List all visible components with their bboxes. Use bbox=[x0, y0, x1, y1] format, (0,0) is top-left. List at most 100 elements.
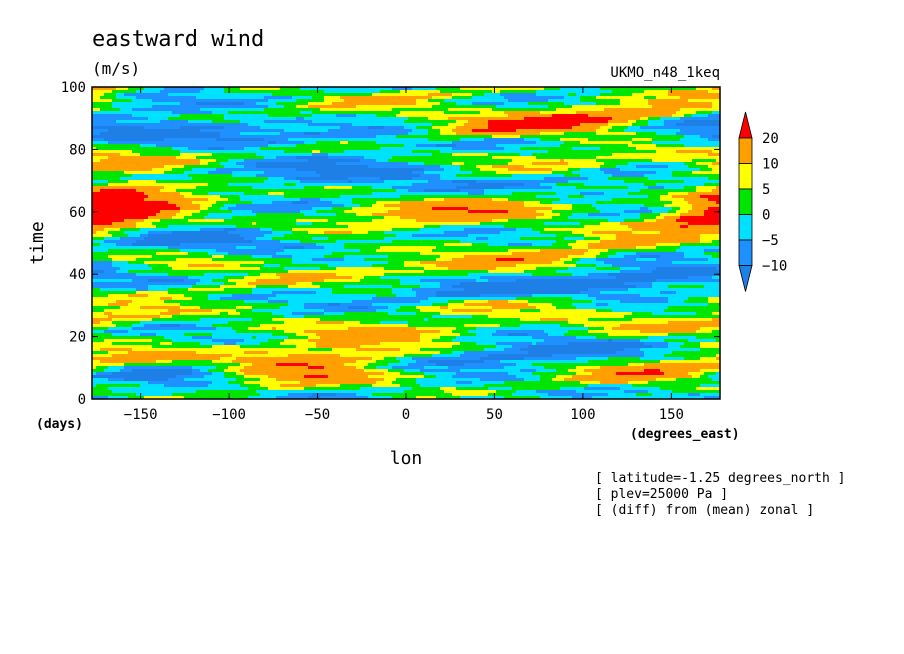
heatmap-cell bbox=[568, 318, 589, 322]
heatmap-cell bbox=[540, 132, 565, 136]
heatmap-cell bbox=[296, 144, 405, 148]
heatmap-cell bbox=[204, 375, 225, 379]
heatmap-cell bbox=[572, 396, 593, 399]
heatmap-cell bbox=[92, 111, 173, 115]
heatmap-cell bbox=[660, 213, 681, 217]
heatmap-cell bbox=[200, 207, 209, 211]
heatmap-cell bbox=[324, 309, 377, 313]
heatmap-cell bbox=[212, 360, 233, 364]
heatmap-cell bbox=[264, 234, 285, 238]
heatmap-cell bbox=[100, 288, 137, 292]
heatmap-cell bbox=[444, 168, 461, 172]
heatmap-cell bbox=[320, 396, 369, 399]
heatmap-cell bbox=[92, 210, 161, 214]
heatmap-cell bbox=[144, 237, 245, 241]
heatmap-cell bbox=[700, 342, 720, 346]
heatmap-cell bbox=[200, 162, 209, 166]
heatmap-cell bbox=[484, 138, 525, 142]
heatmap-cell bbox=[716, 357, 720, 361]
heatmap-cell bbox=[628, 162, 685, 166]
heatmap-cell bbox=[92, 300, 117, 304]
heatmap-cell bbox=[664, 339, 689, 343]
heatmap-cell bbox=[680, 96, 720, 100]
heatmap-cell bbox=[384, 126, 405, 130]
heatmap-cell bbox=[312, 111, 401, 115]
heatmap-cell bbox=[456, 126, 489, 130]
heatmap-cell bbox=[352, 201, 377, 205]
heatmap-cell bbox=[584, 324, 621, 328]
heatmap-cell bbox=[652, 210, 669, 214]
heatmap-cell bbox=[636, 147, 720, 151]
heatmap-cell bbox=[108, 315, 161, 319]
heatmap-cell bbox=[524, 183, 541, 187]
heatmap-cell bbox=[564, 174, 581, 178]
heatmap-cell bbox=[92, 162, 201, 166]
heatmap-cell bbox=[316, 141, 341, 145]
heatmap-cell bbox=[448, 267, 497, 271]
heatmap-cell bbox=[276, 141, 305, 145]
heatmap-cell bbox=[540, 309, 597, 313]
heatmap-cell bbox=[172, 147, 189, 151]
heatmap-cell bbox=[192, 297, 209, 301]
heatmap-cell bbox=[440, 150, 549, 154]
heatmap-cell bbox=[700, 375, 709, 379]
heatmap-cell bbox=[596, 102, 621, 106]
heatmap-cell bbox=[92, 291, 137, 295]
heatmap-cell bbox=[576, 306, 669, 310]
heatmap-cell bbox=[456, 327, 477, 331]
y-tick-label: 40 bbox=[69, 267, 86, 283]
heatmap-cell bbox=[576, 186, 629, 190]
heatmap-cell bbox=[452, 93, 473, 97]
heatmap-cell bbox=[108, 387, 249, 391]
heatmap-cell bbox=[456, 372, 509, 376]
heatmap-cell bbox=[516, 363, 533, 367]
heatmap-cell bbox=[548, 333, 565, 337]
heatmap-cell bbox=[412, 357, 481, 361]
heatmap-cell bbox=[452, 330, 469, 334]
heatmap-cell bbox=[436, 294, 481, 298]
heatmap-cell bbox=[252, 306, 281, 310]
heatmap-cell bbox=[136, 393, 173, 397]
heatmap-cell bbox=[596, 297, 669, 301]
heatmap-cell bbox=[600, 237, 617, 241]
heatmap-cell bbox=[588, 360, 661, 364]
heatmap-cell bbox=[212, 255, 225, 259]
heatmap-cell bbox=[244, 102, 257, 106]
heatmap-cell bbox=[156, 252, 189, 256]
heatmap-cell bbox=[100, 321, 113, 325]
heatmap-cell bbox=[112, 318, 153, 322]
heatmap-cell bbox=[92, 102, 113, 106]
heatmap-cell bbox=[496, 390, 517, 394]
heatmap-cell bbox=[628, 192, 669, 196]
heatmap-cell bbox=[272, 228, 293, 232]
heatmap-cell bbox=[188, 288, 225, 292]
heatmap-cell bbox=[520, 237, 565, 241]
heatmap-cell bbox=[652, 345, 669, 349]
heatmap-cell bbox=[388, 369, 405, 373]
heatmap-cell bbox=[100, 159, 201, 163]
heatmap-cell bbox=[336, 162, 409, 166]
heatmap-cell bbox=[204, 216, 233, 220]
heatmap-cell bbox=[224, 264, 241, 268]
heatmap-cell bbox=[548, 105, 573, 109]
heatmap-cell bbox=[652, 138, 681, 142]
heatmap-cell bbox=[704, 372, 717, 376]
heatmap-cell bbox=[660, 255, 685, 259]
heatmap-cell bbox=[448, 123, 465, 127]
heatmap-cell bbox=[624, 315, 720, 319]
heatmap-cell bbox=[164, 336, 193, 340]
heatmap-cell bbox=[628, 363, 645, 367]
heatmap-cell bbox=[92, 285, 149, 289]
heatmap-cell bbox=[584, 237, 601, 241]
heatmap-cell bbox=[508, 162, 533, 166]
heatmap-cell bbox=[680, 225, 689, 229]
heatmap-cell bbox=[420, 369, 461, 373]
heatmap-cell bbox=[672, 174, 720, 178]
heatmap-cell bbox=[216, 159, 229, 163]
heatmap-cell bbox=[552, 378, 565, 382]
heatmap-cell bbox=[184, 195, 221, 199]
heatmap-cell bbox=[208, 213, 257, 217]
heatmap-cell bbox=[632, 123, 649, 127]
